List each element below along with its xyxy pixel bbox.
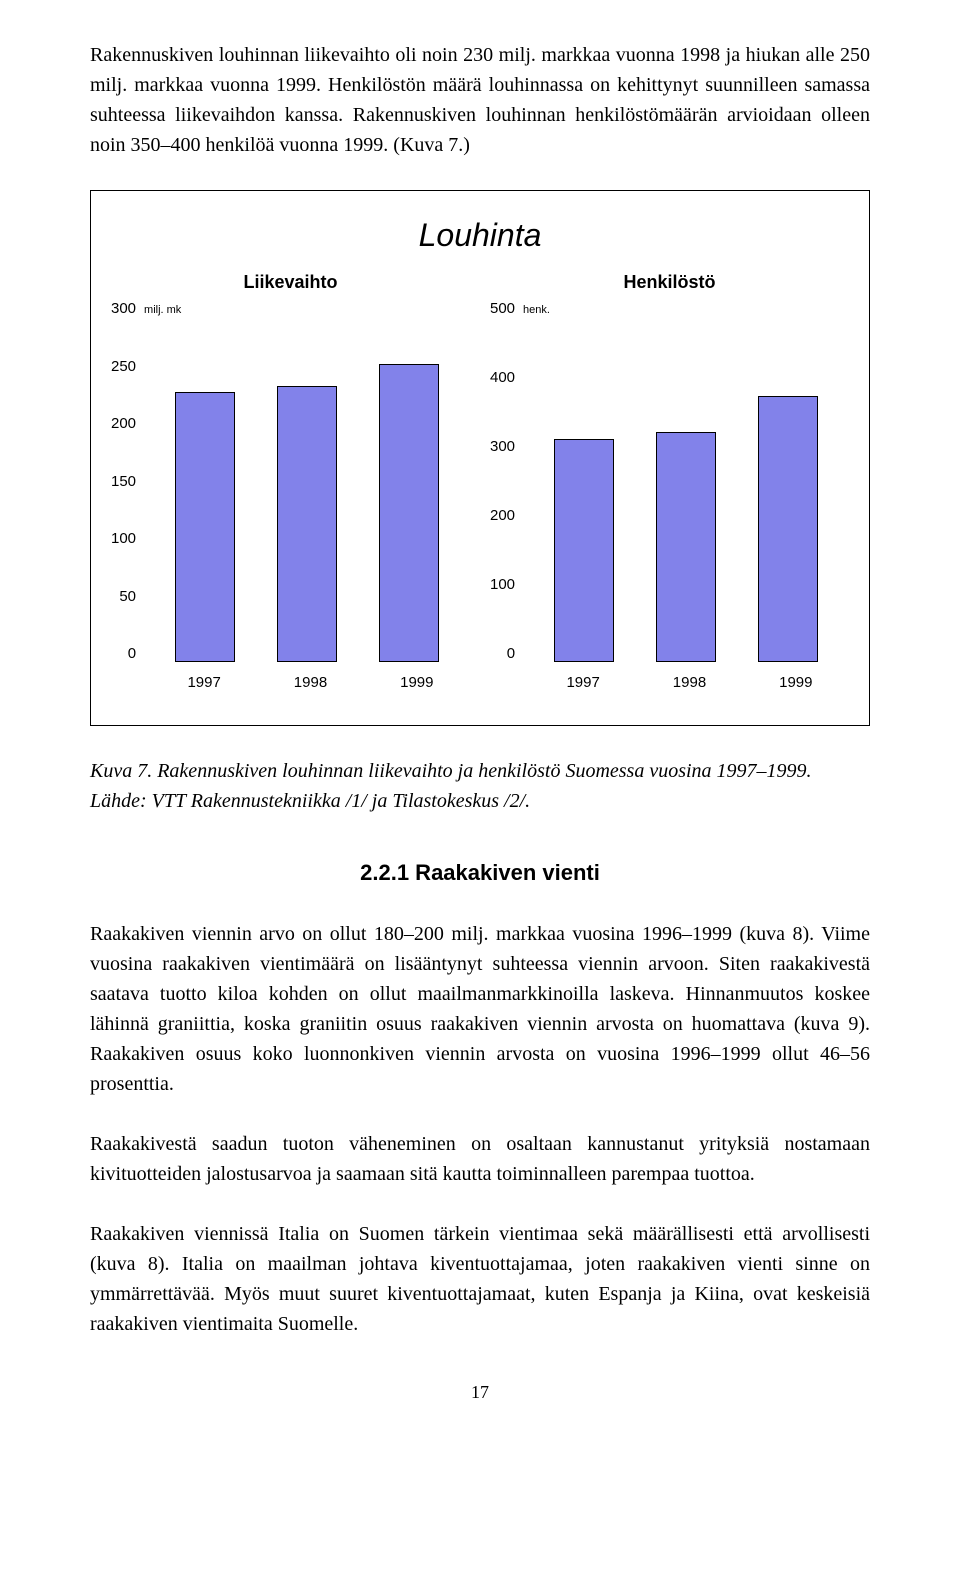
x-label: 1999 bbox=[779, 672, 812, 695]
paragraph-4: Raakakiven viennissä Italia on Suomen tä… bbox=[90, 1219, 870, 1339]
y-tick: 200 bbox=[490, 509, 515, 524]
y-tick: 300 bbox=[490, 440, 515, 455]
henkilosto-plot: 500 400 300 200 100 0 henk. bbox=[490, 302, 849, 662]
page-number: 17 bbox=[90, 1379, 870, 1406]
bar bbox=[175, 392, 235, 662]
y-tick: 0 bbox=[128, 647, 136, 662]
y-tick: 400 bbox=[490, 371, 515, 386]
henkilosto-bars-zone: henk. bbox=[523, 302, 849, 662]
paragraph-2: Raakakiven viennin arvo on ollut 180–200… bbox=[90, 919, 870, 1099]
henkilosto-y-axis: 500 400 300 200 100 0 bbox=[490, 302, 523, 662]
louhinta-chart-box: Louhinta Liikevaihto 300 250 200 150 100… bbox=[90, 190, 870, 726]
henkilosto-x-labels: 1997 1998 1999 bbox=[490, 672, 849, 695]
liikevaihto-title: Liikevaihto bbox=[111, 269, 470, 296]
y-tick: 500 bbox=[490, 302, 515, 317]
chart-title: Louhinta bbox=[111, 211, 849, 259]
y-tick: 100 bbox=[490, 578, 515, 593]
bar bbox=[656, 432, 716, 662]
y-tick: 0 bbox=[507, 647, 515, 662]
charts-row: Liikevaihto 300 250 200 150 100 50 0 mil… bbox=[111, 269, 849, 695]
x-label: 1997 bbox=[566, 672, 599, 695]
liikevaihto-bars bbox=[144, 302, 470, 662]
henkilosto-panel: Henkilöstö 500 400 300 200 100 0 henk. 1… bbox=[490, 269, 849, 695]
chart-caption: Kuva 7. Rakennuskiven louhinnan liikevai… bbox=[90, 756, 870, 816]
y-tick: 100 bbox=[111, 532, 136, 547]
liikevaihto-bars-zone: milj. mk bbox=[144, 302, 470, 662]
liikevaihto-y-axis: 300 250 200 150 100 50 0 bbox=[111, 302, 144, 662]
bar bbox=[277, 386, 337, 662]
x-label: 1999 bbox=[400, 672, 433, 695]
henkilosto-title: Henkilöstö bbox=[490, 269, 849, 296]
bar bbox=[379, 364, 439, 662]
y-tick: 300 bbox=[111, 302, 136, 317]
x-label: 1998 bbox=[673, 672, 706, 695]
liikevaihto-plot: 300 250 200 150 100 50 0 milj. mk bbox=[111, 302, 470, 662]
liikevaihto-x-labels: 1997 1998 1999 bbox=[111, 672, 470, 695]
bar bbox=[554, 439, 614, 662]
henkilosto-bars bbox=[523, 302, 849, 662]
x-label: 1998 bbox=[294, 672, 327, 695]
y-tick: 150 bbox=[111, 475, 136, 490]
liikevaihto-panel: Liikevaihto 300 250 200 150 100 50 0 mil… bbox=[111, 269, 470, 695]
y-tick: 200 bbox=[111, 417, 136, 432]
paragraph-3: Raakakivestä saadun tuoton väheneminen o… bbox=[90, 1129, 870, 1189]
y-tick: 50 bbox=[119, 590, 136, 605]
x-label: 1997 bbox=[187, 672, 220, 695]
paragraph-1: Rakennuskiven louhinnan liikevaihto oli … bbox=[90, 40, 870, 160]
section-heading: 2.2.1 Raakakiven vienti bbox=[90, 856, 870, 889]
y-tick: 250 bbox=[111, 360, 136, 375]
bar bbox=[758, 396, 818, 662]
